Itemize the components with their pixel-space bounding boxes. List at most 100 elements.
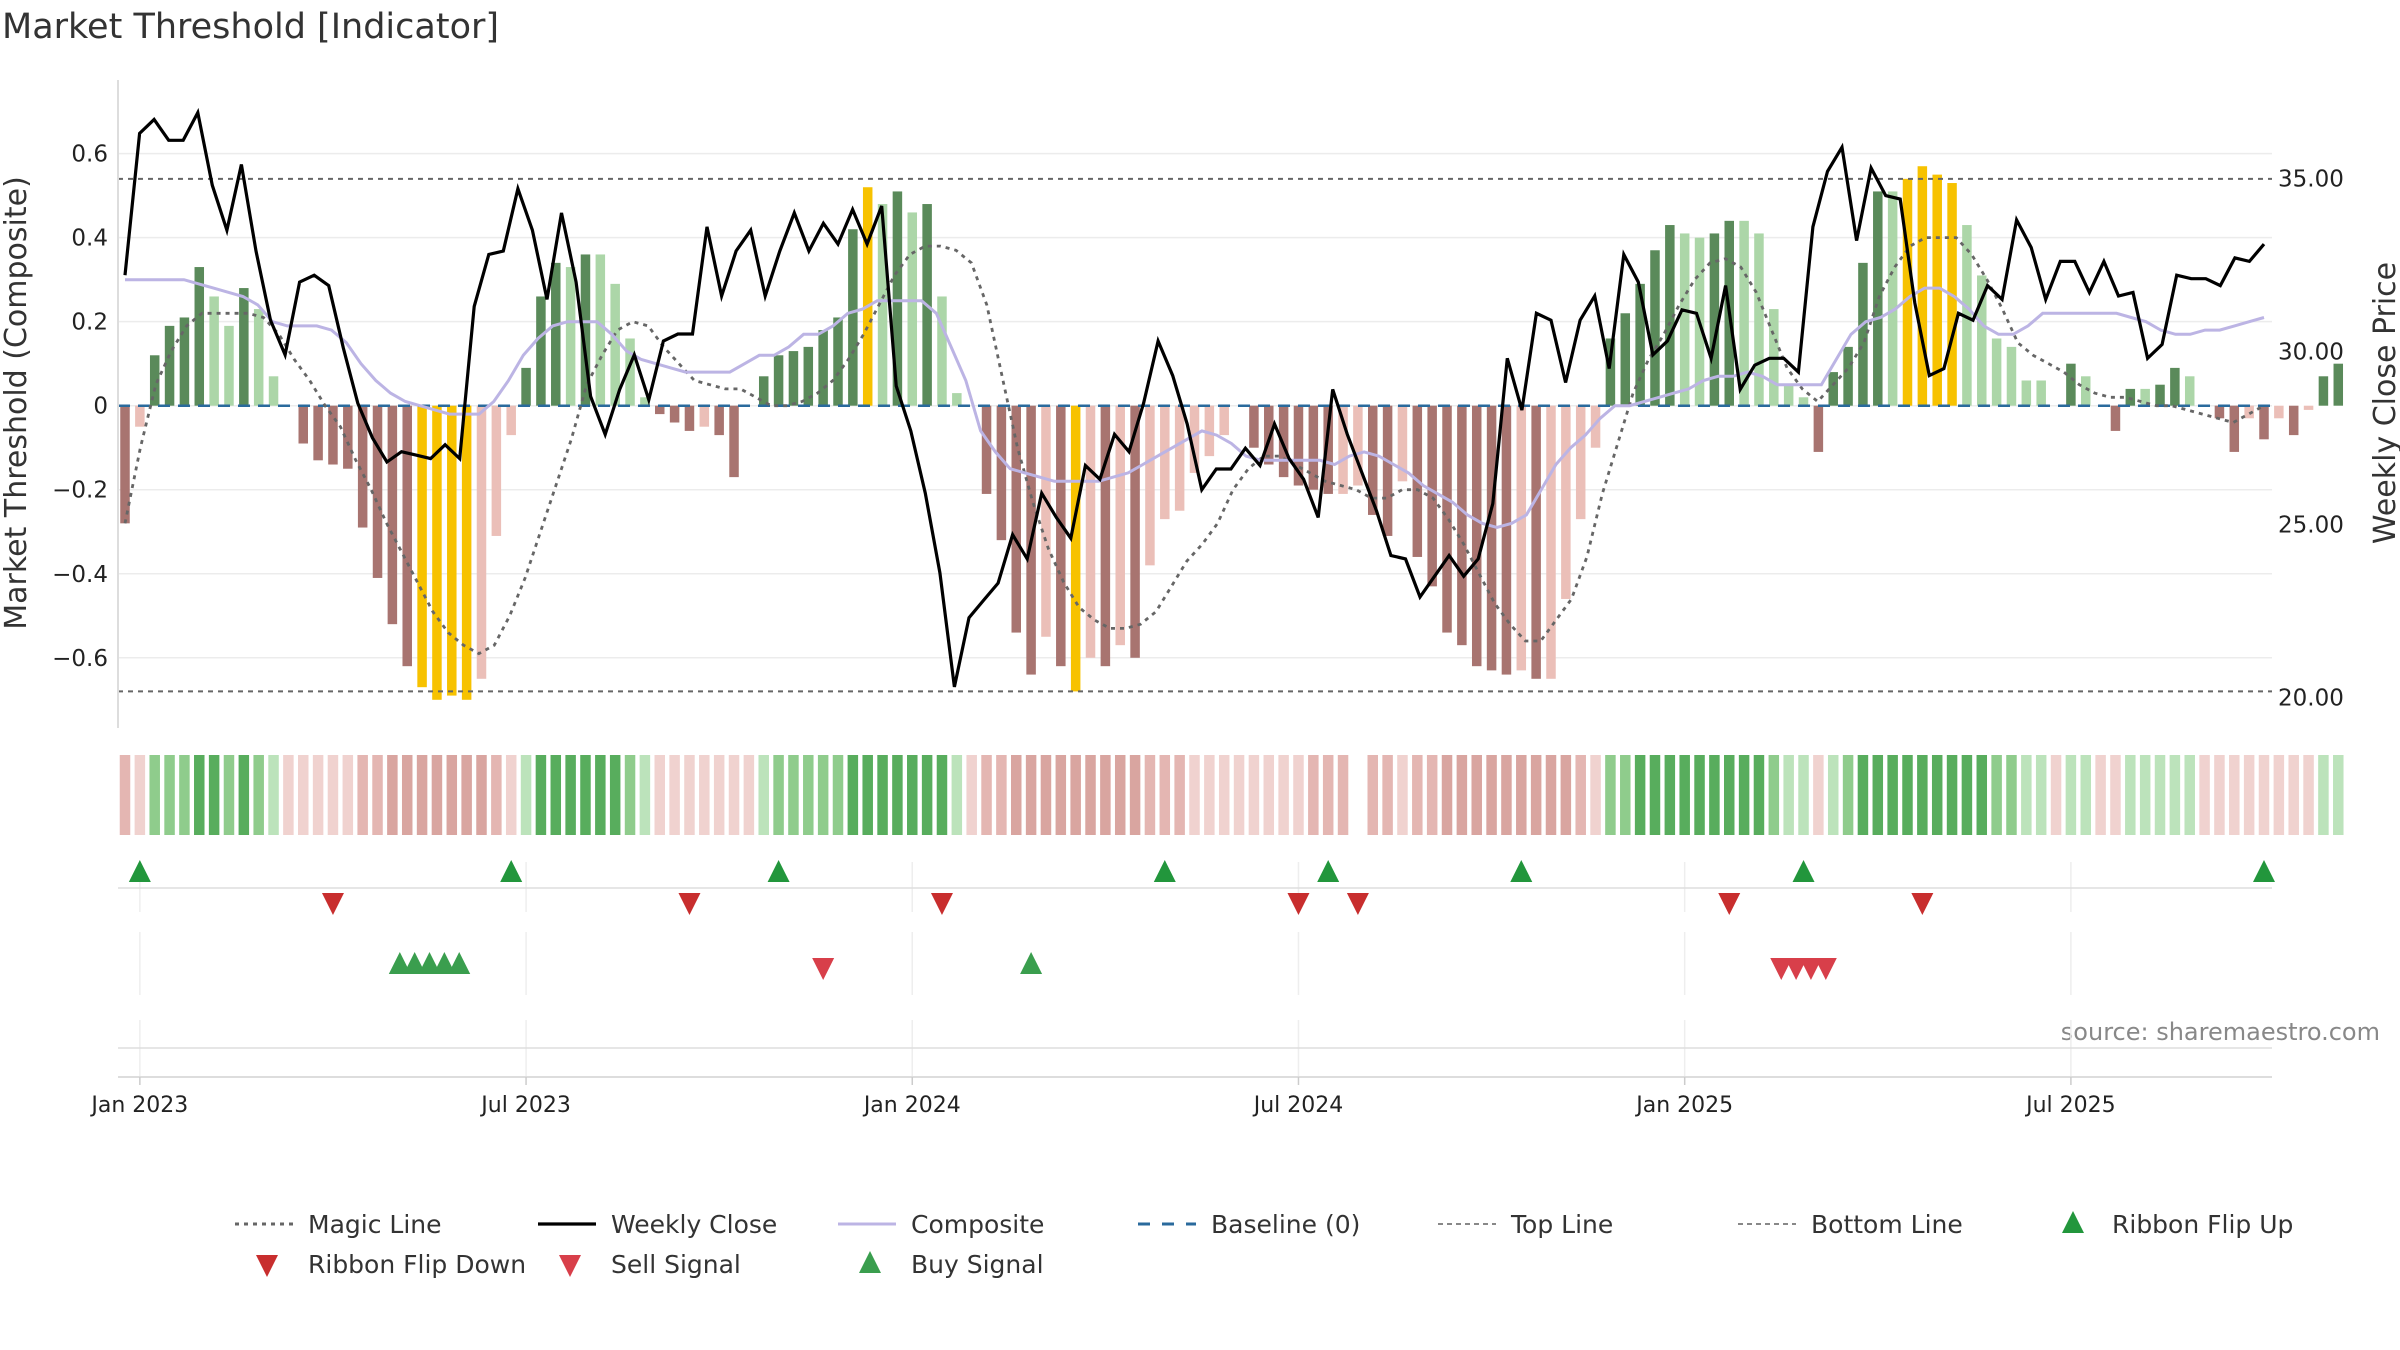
composite-bar <box>1115 405 1125 646</box>
composite-bar <box>1754 233 1764 406</box>
composite-bar <box>1471 405 1482 667</box>
legend-layer: Magic Line Weekly Close Composite Baseline … <box>235 1210 2293 1279</box>
ribbon-cell <box>2169 755 2181 835</box>
composite-bar <box>1293 405 1304 486</box>
ribbon-cell <box>1100 755 1111 835</box>
legend-label: Magic Line <box>308 1210 442 1239</box>
composite-bar <box>1160 405 1170 520</box>
ribbon-cell <box>669 755 680 835</box>
composite-bar <box>2214 405 2225 419</box>
composite-bar <box>2184 376 2195 406</box>
ribbon-cell <box>327 755 339 835</box>
composite-bar <box>803 346 814 406</box>
ribbon-cell <box>164 755 175 835</box>
composite-bar <box>1739 220 1749 406</box>
composite-bar <box>595 254 606 406</box>
ribbon-cell <box>1248 755 1260 835</box>
ribbon-cell <box>416 755 428 835</box>
ribbon-flip-up-marker <box>1792 860 1815 882</box>
ribbon-cell <box>2021 755 2032 835</box>
composite-bar <box>521 367 531 406</box>
composite-bar <box>2006 346 2017 406</box>
composite-bar <box>1650 250 1660 406</box>
ribbon-cell <box>2035 755 2047 835</box>
ribbon-cell <box>1011 755 1022 835</box>
ribbon-cell <box>298 755 309 835</box>
ribbon-cell <box>1070 755 1081 835</box>
composite-bar <box>1486 405 1497 671</box>
ribbon-cell <box>2273 755 2285 835</box>
ribbon-cell <box>461 755 472 835</box>
ribbon-cell <box>1471 755 1482 835</box>
composite-bar <box>1338 405 1348 494</box>
ribbon-cell <box>1456 755 1468 835</box>
composite-bar <box>1100 405 1111 667</box>
y-tick-label-left: 0.6 <box>71 142 108 168</box>
ribbon-cell <box>1827 755 1839 835</box>
ribbon-cell <box>1530 755 1542 835</box>
composite-bar <box>2155 384 2165 406</box>
composite-bar <box>2229 405 2240 452</box>
composite-bar <box>2021 380 2032 406</box>
ribbon-cell <box>1055 755 1067 835</box>
ribbon-cell <box>1085 755 1096 835</box>
ribbon-cell <box>2184 755 2195 835</box>
ribbon-cell <box>357 755 368 835</box>
composite-bar <box>1204 405 1215 457</box>
composite-bar <box>253 309 264 406</box>
composite-bar <box>684 405 695 431</box>
ribbon-cell <box>1174 755 1185 835</box>
ribbon-cell <box>996 755 1007 835</box>
ribbon-flip-down-marker <box>930 893 953 915</box>
composite-bar <box>268 376 279 406</box>
composite-bar <box>1085 405 1096 658</box>
composite-bar <box>1991 338 2002 406</box>
composite-bar <box>610 283 620 406</box>
ribbon-cell <box>2333 755 2344 835</box>
ribbon-cell <box>1605 755 1616 835</box>
buy-signal-marker <box>1020 952 1043 974</box>
x-tick-label: Jan 2025 <box>1634 1093 1733 1118</box>
composite-bar <box>714 405 724 436</box>
ribbon-cell <box>773 755 784 835</box>
legend-label: Ribbon Flip Down <box>308 1250 526 1279</box>
composite-bar <box>1249 405 1259 448</box>
sell-signal-marker <box>1799 958 1822 980</box>
composite-bar <box>669 405 680 423</box>
composite-bar <box>1828 372 1838 406</box>
composite-bar <box>2274 405 2284 419</box>
y-tick-label-left: 0.4 <box>71 226 108 252</box>
ribbon-flip-up-marker <box>1317 860 1340 882</box>
ribbon-cell <box>342 755 354 835</box>
composite-bar <box>580 254 591 406</box>
ribbon-cell <box>1709 755 1720 835</box>
ribbon-cell <box>2199 755 2210 835</box>
ribbon-cell <box>1129 755 1141 835</box>
ribbon-cell <box>609 755 621 835</box>
composite-bar <box>1056 405 1066 667</box>
ribbon-cell <box>119 755 131 835</box>
y-tick-label-left: 0.2 <box>71 310 108 336</box>
ribbon-cell <box>1931 755 1943 835</box>
legend-swatch-ribbon-flip-up <box>2062 1211 2084 1233</box>
ribbon-cell <box>1025 755 1037 835</box>
composite-bar <box>625 338 635 406</box>
composite-bar <box>164 325 175 406</box>
y-tick-label-right: 30.00 <box>2278 339 2344 365</box>
ribbon-cell <box>1204 755 1215 835</box>
legend-label: Bottom Line <box>1811 1210 1963 1239</box>
composite-bar <box>1070 405 1081 692</box>
ribbon-flip-up-marker <box>128 860 151 882</box>
ribbon-cell <box>491 755 502 835</box>
ribbon-cell <box>1813 755 1824 835</box>
legend-swatch-buy-signal <box>859 1251 881 1273</box>
ribbon-cell <box>2065 755 2077 835</box>
ribbon-flip-up-marker <box>1510 860 1533 882</box>
ribbon-cell <box>595 755 606 835</box>
ribbon-cell <box>1040 755 1052 835</box>
ribbon-cell <box>1991 755 2002 835</box>
legend-label: Top Line <box>1510 1210 1613 1239</box>
ribbon-cell <box>832 755 844 835</box>
